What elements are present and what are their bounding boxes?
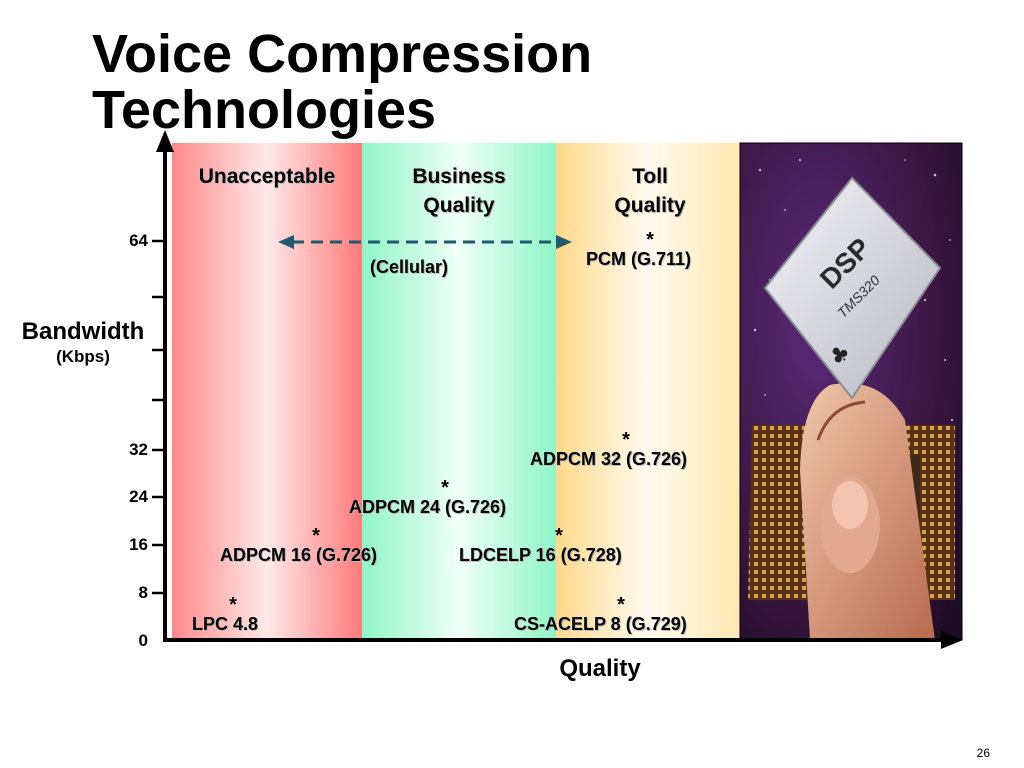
data-label-pcm-g711: PCM (G.711) [586,249,692,269]
data-point-marker: * [617,594,625,616]
region-unacceptable [172,143,362,640]
x-axis-arrowhead [941,631,963,649]
data-point-marker: * [229,594,237,616]
slide-title: Voice Compression Technologies [92,26,593,140]
data-label-cs-acelp-8: CS-ACELP 8 (G.729) [514,614,687,634]
region-toll-quality [556,143,740,640]
region-business-quality [362,143,556,640]
data-point-marker: * [646,229,654,251]
data-label-ldcelp-16: LDCELP 16 (G.728) [459,545,622,565]
data-label-adpcm-32: ADPCM 32 (G.726) [530,449,688,469]
y-tick-label-16: 16 [129,535,148,554]
data-label-lpc-4-8: LPC 4.8 [192,614,259,634]
data-point-marker: * [312,525,320,547]
data-point-marker: * [555,525,563,547]
region-label-unacceptable: Unacceptable [198,165,336,188]
dsp-chip-image: DSP TMS320 ♣ [739,142,963,641]
data-label-adpcm-16: ADPCM 16 (G.726) [220,545,378,565]
y-tick-label-0: 0 [138,631,148,650]
x-axis-label: Quality [559,655,641,682]
data-point-marker: * [441,477,449,499]
cellular-range-arrow [278,235,572,249]
data-point-marker: * [622,429,630,451]
y-tick-label-24: 24 [129,487,148,506]
y-ticks [152,239,165,595]
data-label-adpcm-24: ADPCM 24 (G.726) [349,497,507,517]
y-tick-label-8: 8 [138,583,148,602]
y-tick-label-32: 32 [129,440,148,459]
y-axis-label: Bandwidth [21,318,145,345]
y-axis-title: Bandwidth (Kbps) [4,318,162,368]
cellular-label: (Cellular) [370,257,449,277]
y-axis-arrowhead [156,130,174,152]
region-label-business-quality: Business Quality [412,165,506,217]
y-tick-label-64: 64 [129,231,148,250]
slide-number: 26 [976,746,990,760]
region-label-toll-quality: Toll Quality [614,165,686,217]
y-axis-unit: (Kbps) [56,347,110,366]
